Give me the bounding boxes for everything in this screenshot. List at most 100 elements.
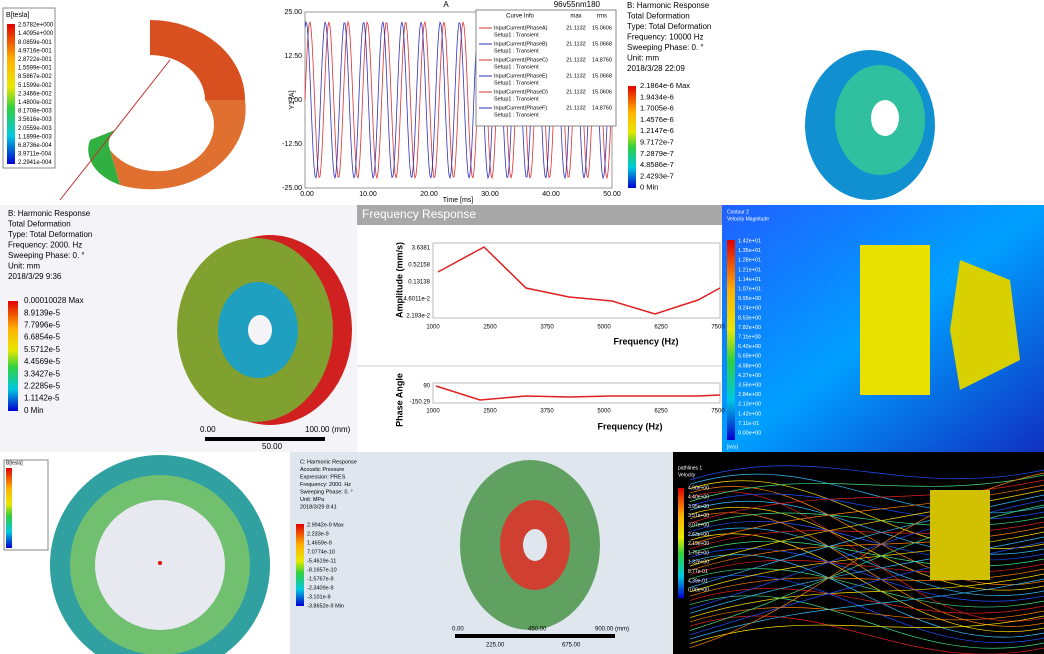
legend-label: 3.5616e-003 <box>18 117 52 123</box>
info-line: Velocity <box>678 472 696 478</box>
color-bar <box>727 240 735 440</box>
legend-label: 1.1142e-5 <box>24 394 60 403</box>
legend-label: 2.63e+00 <box>688 532 709 538</box>
legend-label: 2.1864e-6 Max <box>640 81 690 90</box>
legend-label: 1.35e+01 <box>738 248 761 254</box>
legend-label: 3.3427e-5 <box>24 369 61 378</box>
legend-label: 8.1708e-003 <box>18 109 52 115</box>
legend-label: 8.53e+00 <box>738 315 761 321</box>
legend-cell: InputCurrent(PhaseB) <box>494 41 548 47</box>
legend-label: -2.3409e-9 <box>307 585 334 591</box>
info-line: 2018/3/29 8:41 <box>300 504 337 510</box>
legend-label: 1.07e+01 <box>738 286 761 292</box>
plot-area <box>432 382 721 404</box>
legend-label: 7.11e+00 <box>738 334 761 340</box>
legend-cell: InputCurrent(PhaseD) <box>494 89 548 95</box>
info-line: Type: Total Deformation <box>627 22 711 31</box>
legend-cell: 14.8760 <box>592 105 612 111</box>
legend-label: 4.90e+00 <box>688 485 709 491</box>
scale-label: 0.00 <box>200 425 216 434</box>
legend-label: 6.8736e-004 <box>18 143 52 149</box>
x-axis-label: Frequency (Hz) <box>597 421 662 431</box>
legend-label: 9.95e+00 <box>738 296 761 302</box>
color-bar <box>678 488 684 598</box>
legend-cell: Setup1 : Transient <box>494 64 539 70</box>
legend-title: B[tesla] <box>6 12 29 19</box>
coil <box>150 20 245 100</box>
panel <box>357 205 722 452</box>
x-axis-label: Time [ms] <box>443 197 474 204</box>
y-tick-label: 25.00 <box>284 9 302 16</box>
legend-label: 1.75e+00 <box>688 550 709 556</box>
file-name: 96v55nm180 <box>554 0 601 9</box>
legend-label: 1.1899e-003 <box>18 134 52 140</box>
legend-cell: Setup1 : Transient <box>494 80 539 86</box>
info-line: Sweeping Phase: 0. ° <box>627 43 704 52</box>
pathline <box>689 465 1044 481</box>
x-axis-label: Frequency (Hz) <box>613 336 678 346</box>
x-tick-label: 7500 <box>711 409 725 415</box>
y-tick-label: 2.193e-2 <box>406 314 430 320</box>
legend-label: 1.2147e-6 <box>640 126 674 135</box>
axis-line <box>59 59 171 201</box>
legend-label: 2.233e-9 <box>307 531 329 537</box>
x-tick-label: 3750 <box>540 325 554 331</box>
legend-cell: 15.0668 <box>592 41 612 47</box>
legend-label: 7.0774e-10 <box>307 549 335 555</box>
scale-label: 900.00 (mm) <box>595 627 629 633</box>
legend-label: 1.32e+00 <box>688 560 709 566</box>
legend-label: 1.28e+01 <box>738 258 761 264</box>
legend-label: 7.82e+00 <box>738 325 761 331</box>
legend-cell: Setup1 : Transient <box>494 112 539 118</box>
pathline <box>689 472 1044 649</box>
info-line: Frequency: 2000. Hz <box>8 241 82 250</box>
info-line: B: Harmonic Response <box>627 1 710 10</box>
scale-label: 0.00 <box>452 627 464 633</box>
info-line: Sweeping Phase: 0. ° <box>300 489 353 495</box>
x-tick-label: 2500 <box>483 409 497 415</box>
legend-label: 2.9942e-9 Max <box>307 522 344 528</box>
y-tick-label: 90 <box>423 384 430 390</box>
legend-cell: 21.1132 <box>566 57 585 63</box>
y-tick-label: -150.29 <box>410 400 431 406</box>
pathline <box>689 548 1044 602</box>
pathline <box>689 588 1044 614</box>
info-line: Total Deformation <box>627 12 690 21</box>
legend-label: 1.4659e-9 <box>307 540 332 546</box>
x-tick-label: 30.00 <box>481 191 499 198</box>
legend-label: 2.8722e-001 <box>18 57 52 63</box>
pathline <box>689 527 1044 596</box>
legend-label: 5.1599e-002 <box>18 83 52 89</box>
info-line: Sweeping Phase: 0. ° <box>8 251 85 260</box>
center <box>158 561 162 565</box>
info-line: Unit: mm <box>627 54 659 63</box>
chart-title: A <box>443 0 449 9</box>
legend-label: -3.101e-9 <box>307 594 331 600</box>
propeller <box>950 260 1020 390</box>
legend-label: 8.9139e-5 <box>24 308 61 317</box>
legend-label: 9.24e+00 <box>738 306 761 312</box>
disc-hole <box>523 529 547 561</box>
y-tick-label: 4.6011e-2 <box>403 297 430 303</box>
legend-title: B[tesla] <box>6 460 23 466</box>
info-line: C: Harmonic Response <box>300 459 357 465</box>
info-line: Expression: PRES <box>300 474 346 480</box>
y-tick-label: -25.00 <box>282 185 302 192</box>
legend-cell: 15.0606 <box>592 89 612 95</box>
legend-label: 0 Min <box>640 183 658 192</box>
legend-cell: 21.1132 <box>566 41 585 47</box>
x-tick-label: 50.00 <box>603 191 621 198</box>
info-line: 2018/3/28 22:09 <box>627 64 685 73</box>
legend-box <box>475 9 617 127</box>
y-tick-label: 3.6381 <box>412 246 431 252</box>
wheel-hole <box>248 315 272 345</box>
legend-cell: 15.0668 <box>592 73 612 79</box>
info-line: 2018/3/29 9:36 <box>8 272 62 281</box>
legend-label: 3.07e+00 <box>688 523 709 529</box>
legend-label: -3.8652e-9 Min <box>307 603 344 609</box>
legend-cell: 14.8760 <box>592 57 612 63</box>
pathline <box>689 574 1044 643</box>
legend-label: 2.84e+00 <box>738 392 761 398</box>
